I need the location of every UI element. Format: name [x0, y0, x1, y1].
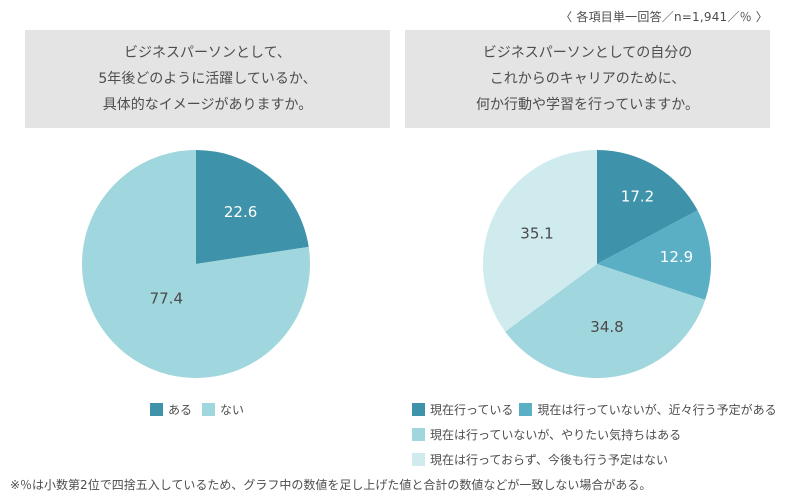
question-box-1: ビジネスパーソンとして、 5年後どのように活躍しているか、 具体的なイメージがあ…: [25, 30, 390, 128]
pie-value-label: 22.6: [224, 203, 257, 221]
legend-chart-1: ある ない: [150, 401, 244, 418]
legend-label-nai: ない: [220, 403, 245, 417]
pie-value-label: 77.4: [150, 290, 183, 308]
question-2-line-1: ビジネスパーソンとしての自分の: [482, 45, 693, 61]
legend-label-aru: ある: [168, 403, 193, 417]
pie-chart-2: 17.2 12.9 34.8 35.1: [483, 150, 711, 378]
question-1-line-2: 5年後どのように活躍しているか、: [98, 71, 317, 87]
question-2-line-3: 何か行動や学習を行っていますか。: [475, 97, 700, 113]
question-1-line-3: 具体的なイメージがありますか。: [102, 97, 313, 113]
legend-swatch-plan-soon: [519, 403, 533, 416]
pie-slice: [82, 150, 310, 378]
question-1-line-1: ビジネスパーソンとして、: [124, 45, 291, 61]
pie-value-label: 12.9: [660, 248, 693, 266]
legend-label-plan-soon: 現在は行っていないが、近々行う予定がある: [537, 403, 777, 417]
pie-chart-1: 22.6 77.4: [82, 150, 310, 378]
legend-item-no-plan: 現在は行っておらず、今後も行う予定はない: [412, 451, 668, 468]
question-2-line-2: これからのキャリアのために、: [489, 71, 686, 87]
legend-swatch-no-plan: [412, 453, 425, 466]
legend-row-3: 現在は行っておらず、今後も行う予定はない: [412, 451, 777, 468]
rounding-footnote: ※％は小数第2位で四捨五入しているため、グラフ中の数値を足し上げた値と合計の数値…: [10, 478, 652, 492]
pie-slice: [196, 150, 309, 264]
legend-row-1: 現在行っている 現在は行っていないが、近々行う予定がある: [412, 401, 777, 418]
legend-swatch-nai: [202, 403, 216, 416]
legend-swatch-want-to: [412, 428, 425, 441]
legend-item-doing: 現在行っている: [412, 401, 513, 418]
legend-item-nai: ない: [202, 401, 244, 418]
pie-value-label: 34.8: [590, 318, 623, 336]
legend-swatch-doing: [412, 403, 425, 416]
legend-row-2: 現在は行っていないが、やりたい気持ちはある: [412, 426, 777, 443]
legend-label-no-plan: 現在は行っておらず、今後も行う予定はない: [430, 453, 668, 467]
pie-slice: [483, 150, 597, 332]
legend-swatch-aru: [150, 403, 163, 416]
survey-note: 〈 各項目単一回答／n=1,941／％ 〉: [560, 10, 768, 24]
pie-slice: [597, 210, 711, 300]
legend-chart-2: 現在行っている 現在は行っていないが、近々行う予定がある 現在は行っていないが、…: [412, 401, 777, 476]
legend-item-plan-soon: 現在は行っていないが、近々行う予定がある: [519, 401, 777, 418]
pie-value-label: 17.2: [621, 188, 654, 206]
question-box-2: ビジネスパーソンとしての自分の これからのキャリアのために、 何か行動や学習を行…: [405, 30, 770, 128]
legend-item-aru: ある: [150, 401, 192, 418]
pie-slice: [505, 264, 706, 378]
legend-label-doing: 現在行っている: [430, 403, 514, 417]
pie-value-label: 35.1: [520, 225, 553, 243]
legend-item-want-to: 現在は行っていないが、やりたい気持ちはある: [412, 426, 681, 443]
legend-label-want-to: 現在は行っていないが、やりたい気持ちはある: [430, 428, 682, 442]
pie-slice: [597, 150, 698, 264]
